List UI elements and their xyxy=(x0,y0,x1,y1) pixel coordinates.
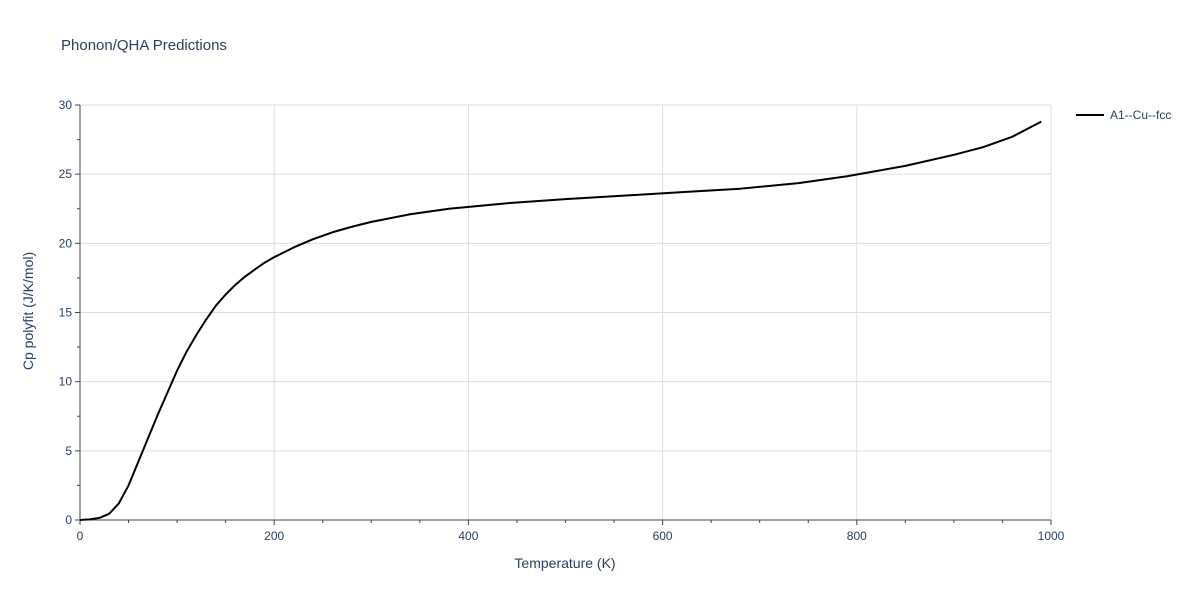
chart-title: Phonon/QHA Predictions xyxy=(61,37,227,54)
grid xyxy=(80,104,1052,520)
legend-label: A1--Cu--fcc xyxy=(1110,108,1171,122)
series-line xyxy=(79,120,1042,521)
x-tick-label: 200 xyxy=(264,529,284,543)
y-tick-label: 0 xyxy=(65,513,72,527)
y-tick-label: 10 xyxy=(59,375,73,389)
y-tick-label: 25 xyxy=(59,167,73,181)
x-tick-label: 0 xyxy=(77,529,84,543)
series-layer xyxy=(79,120,1042,521)
y-tick-label: 15 xyxy=(59,306,73,320)
y-axis-title: Cp polyfit (J/K/mol) xyxy=(20,252,36,370)
y-tick-label: 30 xyxy=(59,98,73,112)
x-tick-label: 1000 xyxy=(1038,529,1065,543)
x-tick-label: 600 xyxy=(653,529,673,543)
x-tick-label: 800 xyxy=(847,529,867,543)
y-tick-label: 20 xyxy=(59,236,73,250)
x-tick-label: 400 xyxy=(458,529,478,543)
x-axis-title: Temperature (K) xyxy=(514,555,615,571)
legend-item[interactable]: A1--Cu--fcc xyxy=(1076,108,1171,122)
legend[interactable]: A1--Cu--fcc xyxy=(1076,108,1171,122)
axes: 0 200 400 600 800 1000 0 5 10 15 20 25 30 xyxy=(59,98,1065,543)
y-tick-label: 5 xyxy=(65,444,72,458)
